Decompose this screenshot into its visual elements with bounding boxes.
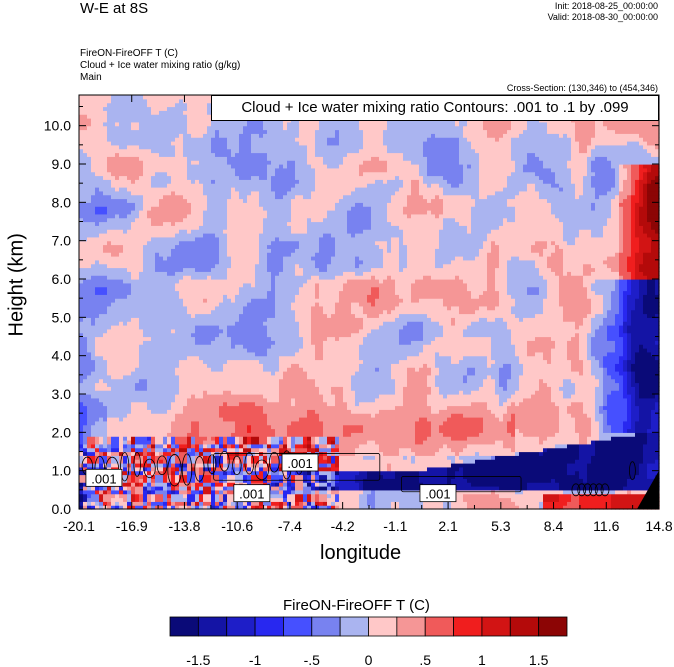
colorbar-swatch (283, 616, 313, 637)
colorbar-label: -.5 (304, 652, 321, 667)
x-tick-label: 14.8 (645, 518, 672, 534)
y-tick-label: 4.0 (52, 348, 72, 364)
field-label-temperature: FireON-FireOFF T (C) (80, 48, 178, 59)
colorbar-title: FireON-FireOFF T (C) (283, 597, 430, 614)
heatmap-field (79, 95, 660, 510)
x-tick-label: 5.3 (491, 518, 511, 534)
colorbar-swatch (311, 616, 341, 637)
colorbar-label: -1 (249, 652, 262, 667)
valid-time: Valid: 2018-08-30_00:00:00 (547, 12, 658, 22)
colorbar-swatch (197, 616, 228, 637)
contour-label-box (85, 468, 123, 487)
init-time: Init: 2018-08-25_00:00:00 (554, 1, 658, 11)
colorbar-label: 1.5 (529, 652, 549, 667)
x-axis-label: longitude (320, 542, 402, 564)
colorbar-swatch (453, 616, 483, 637)
colorbar-swatch (254, 616, 284, 637)
x-tick-label: -1.1 (383, 518, 407, 534)
field-label-cloud: Cloud + Ice water mixing ratio (g/kg) (80, 60, 241, 71)
colorbar-swatch (481, 616, 511, 637)
contour-label-box (281, 453, 319, 472)
colorbar-swatch (368, 616, 398, 637)
contour-label: .001 (91, 471, 116, 486)
x-tick-label: 8.4 (544, 518, 564, 534)
x-tick-label: -7.4 (278, 518, 302, 534)
terrain-fill (637, 470, 659, 509)
colorbar-swatch (169, 616, 199, 637)
colorbar-swatch (226, 616, 256, 637)
x-tick-label: -10.6 (221, 518, 253, 534)
colorbar-swatch (396, 616, 426, 637)
contour-label-box (419, 484, 457, 503)
colorbar-swatch (339, 616, 369, 637)
y-axis-label: Height (km) (5, 233, 28, 337)
y-tick-label: 8.0 (52, 194, 72, 210)
chart-title: W-E at 8S (80, 0, 149, 17)
colorbar-label: .5 (419, 652, 431, 667)
contour-legend: Cloud + Ice water mixing ratio Contours:… (211, 95, 659, 121)
x-tick-label: -4.2 (331, 518, 355, 534)
y-tick-label: 5.0 (52, 309, 72, 325)
colorbar-swatch (424, 616, 454, 637)
contour-label: .001 (287, 456, 312, 471)
colorbar-swatch (509, 616, 540, 637)
field-label-main: Main (80, 72, 102, 83)
y-tick-label: 2.0 (52, 424, 72, 440)
cross-section-label: Cross-Section: (130,346) to (454,346) (506, 83, 658, 93)
y-tick-label: 7.0 (52, 233, 72, 249)
contour-label: .001 (425, 487, 450, 502)
colorbar-label: 1 (478, 652, 486, 667)
colorbar-label: -1.5 (186, 652, 210, 667)
y-tick-label: 3.0 (52, 386, 72, 402)
contour-label-box (233, 484, 271, 503)
colorbar-swatch (538, 616, 568, 637)
y-tick-label: 0.0 (52, 501, 72, 517)
y-tick-label: 1.0 (52, 463, 72, 479)
y-tick-label: 10.0 (44, 118, 71, 134)
x-tick-label: 11.6 (593, 518, 619, 534)
contour-lines (81, 450, 636, 497)
x-tick-label: -16.9 (116, 518, 148, 534)
x-tick-label: 2.1 (438, 518, 458, 534)
x-tick-label: -20.1 (63, 518, 95, 534)
y-tick-label: 6.0 (52, 271, 72, 287)
y-tick-label: 9.0 (52, 156, 72, 172)
x-tick-label: -13.8 (168, 518, 200, 534)
contour-label: .001 (239, 487, 264, 502)
colorbar-label: 0 (365, 652, 373, 667)
